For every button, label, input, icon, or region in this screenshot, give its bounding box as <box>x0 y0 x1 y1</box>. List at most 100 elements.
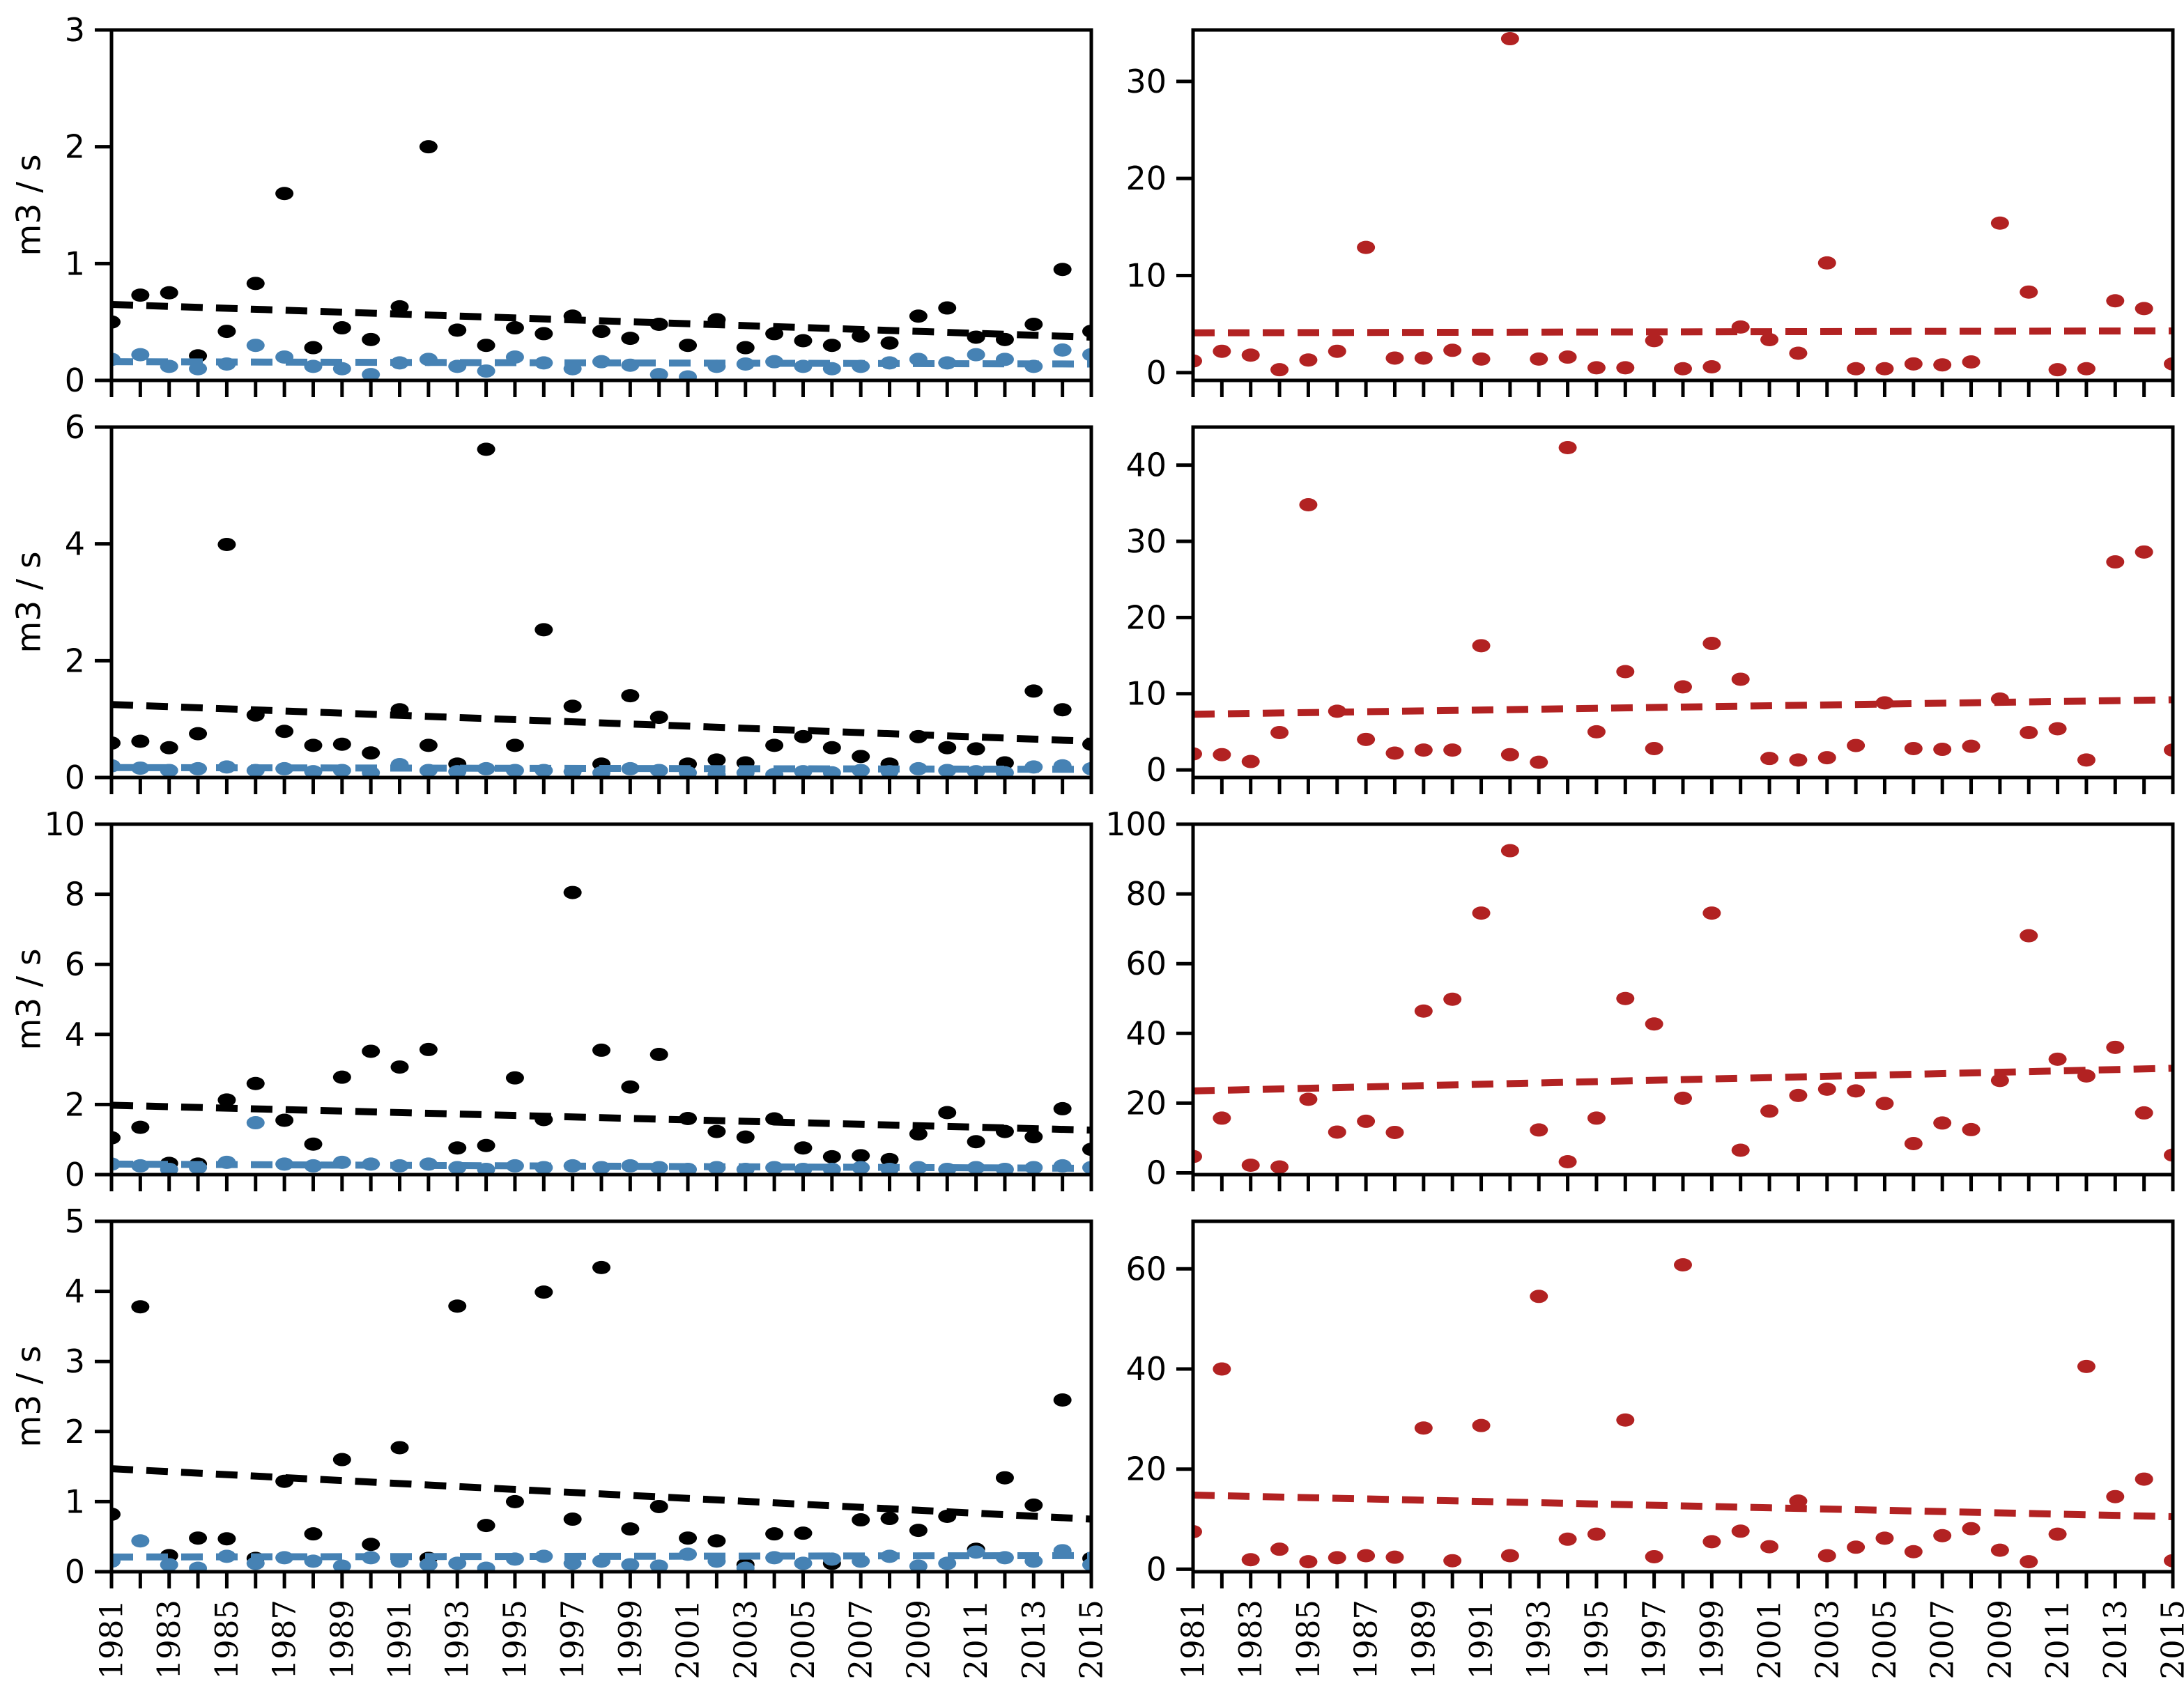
x-tick-label-year: 1987 <box>1348 1600 1385 1680</box>
data-point <box>189 1161 208 1175</box>
y-tick-label: 80 <box>1125 875 1167 913</box>
data-point <box>1530 755 1548 769</box>
data-point <box>332 737 351 751</box>
data-point <box>1875 1531 1894 1545</box>
data-point <box>275 350 294 364</box>
data-point <box>938 301 957 315</box>
data-point <box>938 1106 957 1120</box>
data-point <box>535 623 553 637</box>
data-point <box>160 764 178 777</box>
data-point <box>1414 743 1433 757</box>
data-point <box>1241 755 1260 768</box>
data-point <box>2077 753 2095 767</box>
data-point <box>880 757 899 771</box>
data-point <box>304 1159 323 1173</box>
data-point <box>477 1519 495 1533</box>
data-point <box>246 339 265 353</box>
data-point <box>592 355 610 369</box>
data-point <box>736 357 755 371</box>
data-point <box>1024 1161 1043 1175</box>
data-point <box>794 765 813 777</box>
data-point <box>822 766 841 777</box>
plot-data-layer <box>111 1260 1091 1572</box>
y-tick-label: 4 <box>65 1273 85 1310</box>
scatter-series-black-series <box>111 442 1091 771</box>
data-point <box>909 729 928 743</box>
data-point <box>448 1141 467 1155</box>
data-point <box>505 1494 524 1508</box>
data-point <box>649 368 668 380</box>
plot-data-layer <box>111 442 1091 777</box>
data-point <box>679 1547 698 1561</box>
data-point <box>1053 703 1072 717</box>
data-point <box>419 1042 438 1056</box>
scatter-series-blue-series <box>111 758 1091 777</box>
plot-box <box>1191 1219 2175 1574</box>
data-point <box>880 1549 899 1563</box>
data-point <box>621 1080 640 1094</box>
data-point <box>1414 1004 1433 1018</box>
data-point <box>160 1162 178 1175</box>
subplot-row1-right: 0 10 20 30 <box>1125 28 2175 397</box>
data-point <box>1053 1393 1072 1407</box>
data-point <box>1082 761 1091 775</box>
trend-line-black-series <box>111 301 1091 341</box>
data-point <box>111 759 121 773</box>
data-point <box>1817 1082 1836 1096</box>
scatter-series-black-series <box>111 140 1091 363</box>
data-point <box>794 1141 813 1155</box>
data-point <box>1904 1545 1923 1558</box>
data-point <box>477 442 495 456</box>
data-point <box>189 362 208 376</box>
data-point <box>1193 747 1202 761</box>
y-tick-label: 0 <box>65 362 85 399</box>
data-point <box>160 741 178 755</box>
data-point <box>794 1162 813 1175</box>
data-point <box>1328 344 1346 358</box>
data-point <box>304 1554 323 1568</box>
data-point <box>1674 362 1692 376</box>
data-point <box>621 358 640 372</box>
data-point <box>131 288 150 302</box>
y-tick-label: 2 <box>65 1085 85 1123</box>
data-point <box>1933 358 1952 372</box>
data-point <box>535 1113 553 1127</box>
data-point <box>909 309 928 323</box>
data-point <box>1760 1540 1779 1554</box>
data-point <box>765 1527 784 1541</box>
data-point <box>1082 1143 1091 1156</box>
data-point <box>995 332 1014 346</box>
data-point <box>111 1131 121 1145</box>
data-point <box>592 325 610 339</box>
data-point <box>1082 348 1091 362</box>
data-point <box>1587 725 1606 738</box>
data-point <box>995 766 1014 777</box>
data-point <box>362 1538 380 1552</box>
data-point <box>1024 760 1043 774</box>
data-point <box>679 339 698 353</box>
x-tick-label-year: 1985 <box>208 1600 245 1680</box>
data-point <box>448 359 467 373</box>
data-point <box>2048 1527 2067 1541</box>
data-point <box>419 738 438 752</box>
data-point <box>131 761 150 775</box>
data-point <box>1875 362 1894 376</box>
data-point <box>649 1047 668 1061</box>
data-point <box>2048 363 2067 377</box>
data-point <box>822 1556 841 1570</box>
data-point <box>1053 1544 1072 1558</box>
data-point <box>246 277 265 291</box>
data-point <box>1241 348 1260 362</box>
trend-line-blue-series <box>111 1552 1091 1561</box>
data-point <box>1270 725 1289 739</box>
data-point <box>822 339 841 353</box>
data-point <box>938 356 957 370</box>
data-point <box>111 1157 121 1171</box>
data-point <box>1674 1091 1692 1105</box>
data-point <box>1962 739 1981 753</box>
data-point <box>1962 1122 1981 1136</box>
y-tick-label: 2 <box>65 642 85 679</box>
data-point <box>1702 359 1721 373</box>
data-point <box>649 764 668 777</box>
